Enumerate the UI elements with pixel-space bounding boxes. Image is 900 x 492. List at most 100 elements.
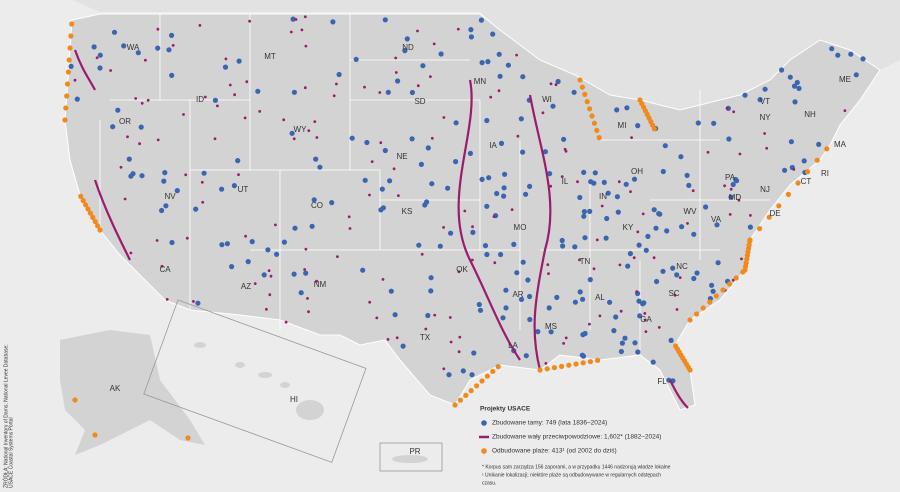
dam (498, 140, 505, 146)
levee (657, 326, 661, 329)
state-label: FL (657, 377, 667, 386)
levee (549, 82, 553, 86)
dam (362, 177, 368, 183)
beach (80, 198, 86, 204)
levee (765, 146, 769, 150)
levee (600, 204, 604, 208)
puerto-rico (392, 455, 428, 463)
levee (233, 93, 237, 97)
beach (584, 99, 590, 105)
dam (138, 124, 144, 130)
dam (627, 251, 634, 257)
dam (195, 300, 201, 306)
dam (460, 368, 466, 374)
levee (282, 118, 286, 122)
dam (470, 229, 476, 235)
dam (518, 116, 524, 122)
dam (479, 176, 485, 182)
dam (212, 97, 218, 103)
dam (792, 99, 798, 105)
state-label: AL (595, 293, 605, 302)
levee (749, 214, 752, 217)
dam (714, 222, 720, 228)
dam (791, 83, 798, 89)
dam (520, 74, 526, 80)
levee (303, 15, 307, 19)
dam (425, 145, 431, 151)
dam (577, 194, 583, 201)
levee (442, 367, 446, 371)
dam (779, 67, 785, 73)
dam (111, 29, 118, 35)
levee (379, 141, 383, 145)
levee (109, 69, 112, 72)
levee (544, 362, 548, 365)
dam (588, 179, 594, 185)
beach (720, 287, 726, 293)
dam (703, 204, 709, 210)
beach (747, 238, 753, 244)
levee (643, 318, 647, 322)
dam (686, 182, 692, 188)
levee (673, 293, 677, 297)
dam (135, 50, 141, 56)
beach (68, 33, 74, 39)
dam (653, 225, 659, 231)
state-label: MD (729, 193, 742, 202)
dam (691, 275, 697, 282)
levee (442, 116, 446, 119)
state-label: WA (127, 43, 140, 52)
beach (785, 191, 792, 197)
dam (645, 233, 651, 239)
dam (438, 51, 444, 57)
levee (336, 255, 339, 258)
beach (495, 364, 501, 370)
beach (452, 402, 458, 408)
state-label: UT (238, 185, 249, 194)
state-label: KS (402, 207, 413, 216)
levee (493, 261, 497, 265)
levee (691, 189, 695, 193)
levee (564, 336, 568, 340)
state-label: ME (839, 75, 851, 84)
dam (726, 136, 732, 142)
legend-item: Odbudowane plaże: 413¹ (od 2002 do dziś) (492, 448, 617, 455)
levee (300, 28, 304, 32)
levee (140, 101, 144, 105)
dam (222, 64, 229, 70)
levee (432, 42, 436, 46)
state-label: CO (311, 201, 323, 210)
beach (814, 157, 820, 163)
levee (448, 316, 452, 319)
dam (428, 275, 434, 281)
beach (595, 357, 601, 363)
levee (315, 279, 318, 283)
levee (303, 268, 306, 271)
levee (192, 300, 195, 303)
state-label: PA (725, 173, 736, 182)
dam (476, 301, 482, 308)
state-label: IN (599, 192, 607, 201)
beach (490, 368, 496, 374)
dam (159, 207, 165, 214)
levee (598, 314, 602, 318)
levee (392, 167, 396, 171)
beach (589, 113, 595, 119)
beach (707, 299, 713, 305)
levee (294, 18, 298, 21)
dam (245, 259, 251, 265)
dam (471, 350, 477, 356)
dam (404, 36, 410, 42)
dam (128, 173, 134, 179)
dam (527, 183, 533, 189)
hawaii (194, 342, 324, 420)
levee (228, 83, 232, 87)
levee (368, 300, 372, 304)
levee (375, 316, 379, 320)
dam (607, 299, 613, 305)
source-text: ŹRÓDŁA: National Inventory of Dams; Nati… (2, 344, 9, 488)
dam (625, 263, 631, 269)
dam (501, 185, 507, 191)
state-label: ND (402, 43, 414, 52)
legend-title: Projekty USACE (480, 406, 531, 413)
